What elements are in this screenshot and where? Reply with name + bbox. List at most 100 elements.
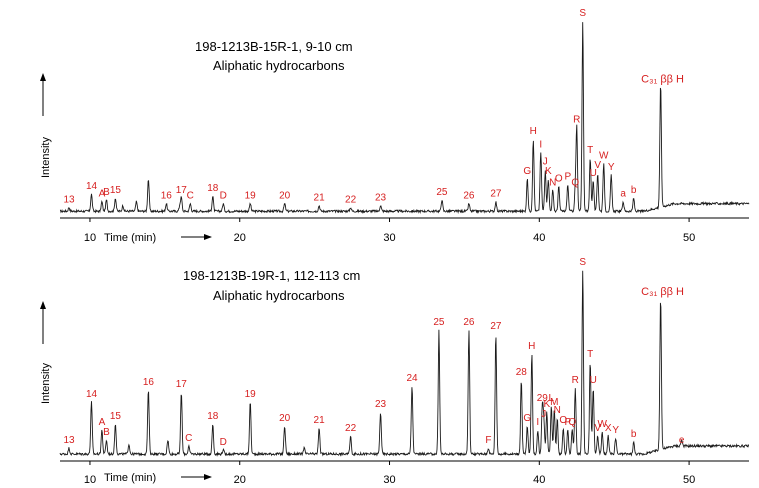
peak-label: S	[579, 8, 586, 19]
peak-label: W	[599, 151, 609, 162]
peak-label: D	[220, 191, 227, 202]
peak-label: K	[543, 399, 550, 410]
peak-label: Q	[571, 177, 579, 188]
panel-bottom-trace	[59, 270, 749, 457]
peak-label: T	[587, 349, 593, 360]
peak-label: V	[594, 423, 601, 434]
peak-label: C	[185, 433, 192, 444]
peak-label: S	[579, 257, 586, 268]
peak-label: C	[187, 191, 194, 202]
peak-label: 29	[537, 393, 549, 404]
peak-label: I	[536, 417, 539, 428]
peak-label: F	[485, 435, 491, 446]
panel-bottom-xlabel: Time (min)	[104, 472, 156, 484]
peak-label: R	[572, 375, 579, 386]
peak-label: 25	[436, 187, 448, 198]
peak-label: 23	[375, 399, 387, 410]
peak-label: 14	[86, 389, 98, 400]
peak-label: 20	[279, 191, 291, 202]
peak-label: 15	[110, 411, 122, 422]
peak-label: Y	[608, 162, 615, 173]
panel-top-ylabel: Intensity	[40, 137, 52, 178]
panel-top-trace	[59, 22, 750, 215]
peak-label: V	[594, 160, 601, 171]
peak-label: 25	[433, 317, 445, 328]
peak-label: R	[573, 115, 580, 126]
panel-top-subtitle: Aliphatic hydrocarbons	[213, 58, 345, 73]
peak-label: A	[99, 417, 106, 428]
peak-label: 19	[245, 191, 257, 202]
peak-label: 27	[490, 321, 502, 332]
peak-label: G	[523, 413, 531, 424]
peak-label: X	[605, 423, 612, 434]
peak-label: 15	[110, 185, 122, 196]
peak-label: a	[620, 189, 626, 200]
peak-label: K	[545, 166, 552, 177]
peak-label: 18	[207, 411, 219, 422]
peak-label: H	[528, 341, 535, 352]
x-tick-label: 10	[84, 232, 96, 244]
x-tick-label: 50	[683, 232, 695, 244]
x-tick-label: 30	[383, 474, 395, 486]
peak-label: 13	[63, 194, 75, 205]
peak-label: L	[549, 393, 555, 404]
peak-label: U	[590, 375, 597, 386]
peak-label: 17	[176, 185, 188, 196]
panel-top-x-ticks: 10 20 30 40 50	[84, 218, 695, 244]
panel-top-title: 198-1213B-15R-1, 9-10 cm	[195, 39, 353, 54]
x-tick-label: 20	[234, 474, 246, 486]
peak-label: A	[99, 189, 106, 200]
peak-label: O	[559, 415, 567, 426]
peak-label: J	[543, 156, 548, 167]
peak-label: 14	[86, 181, 98, 192]
panel-bottom: 198-1213B-19R-1, 112-113 cm Aliphatic hy…	[40, 257, 749, 486]
peak-label: 17	[176, 379, 188, 390]
x-tick-label: 40	[533, 474, 545, 486]
peak-label: U	[590, 168, 597, 179]
peak-label: B	[103, 427, 110, 438]
panel-bottom-title: 198-1213B-19R-1, 112-113 cm	[183, 268, 360, 283]
peak-label: 26	[463, 191, 475, 202]
peak-label: b	[631, 429, 637, 440]
peak-label: P	[564, 417, 571, 428]
peak-label: G	[523, 166, 531, 177]
peak-label: 19	[245, 389, 257, 400]
peak-label: W	[597, 419, 607, 430]
x-tick-label: 50	[683, 474, 695, 486]
peak-label: C₃₁ ββ H	[641, 74, 684, 86]
panel-bottom-subtitle: Aliphatic hydrocarbons	[213, 288, 345, 303]
peak-label: O	[555, 174, 563, 185]
panel-bottom-x-ticks: 10 20 30 40 50	[84, 461, 695, 486]
peak-label: M	[550, 397, 558, 408]
panel-top: 198-1213B-15R-1, 9-10 cm Aliphatic hydro…	[40, 8, 750, 244]
peak-label: b	[631, 185, 637, 196]
peak-label: D	[220, 437, 227, 448]
peak-label: 27	[490, 189, 502, 200]
peak-label: 22	[345, 194, 357, 205]
peak-label: 16	[143, 377, 155, 388]
panel-bottom-ylabel: Intensity	[40, 363, 52, 404]
peak-label: 21	[314, 415, 326, 426]
peak-label: 22	[345, 423, 357, 434]
peak-label: I	[539, 139, 542, 150]
peak-label: 26	[463, 317, 475, 328]
peak-label: 28	[516, 367, 528, 378]
peak-label: 23	[375, 193, 387, 204]
peak-label: 20	[279, 413, 291, 424]
peak-label: J	[541, 409, 546, 420]
x-tick-label: 20	[234, 232, 246, 244]
peak-label: 18	[207, 183, 219, 194]
peak-label: 16	[161, 191, 173, 202]
peak-label: 13	[63, 435, 75, 446]
peak-label: e	[679, 435, 685, 446]
peak-label: N	[554, 405, 561, 416]
peak-label: T	[587, 145, 593, 156]
peak-label: Q	[568, 417, 576, 428]
peak-label: 24	[406, 373, 418, 384]
peak-label: P	[564, 172, 571, 183]
x-tick-label: 40	[533, 232, 545, 244]
peak-label: Y	[612, 425, 619, 436]
